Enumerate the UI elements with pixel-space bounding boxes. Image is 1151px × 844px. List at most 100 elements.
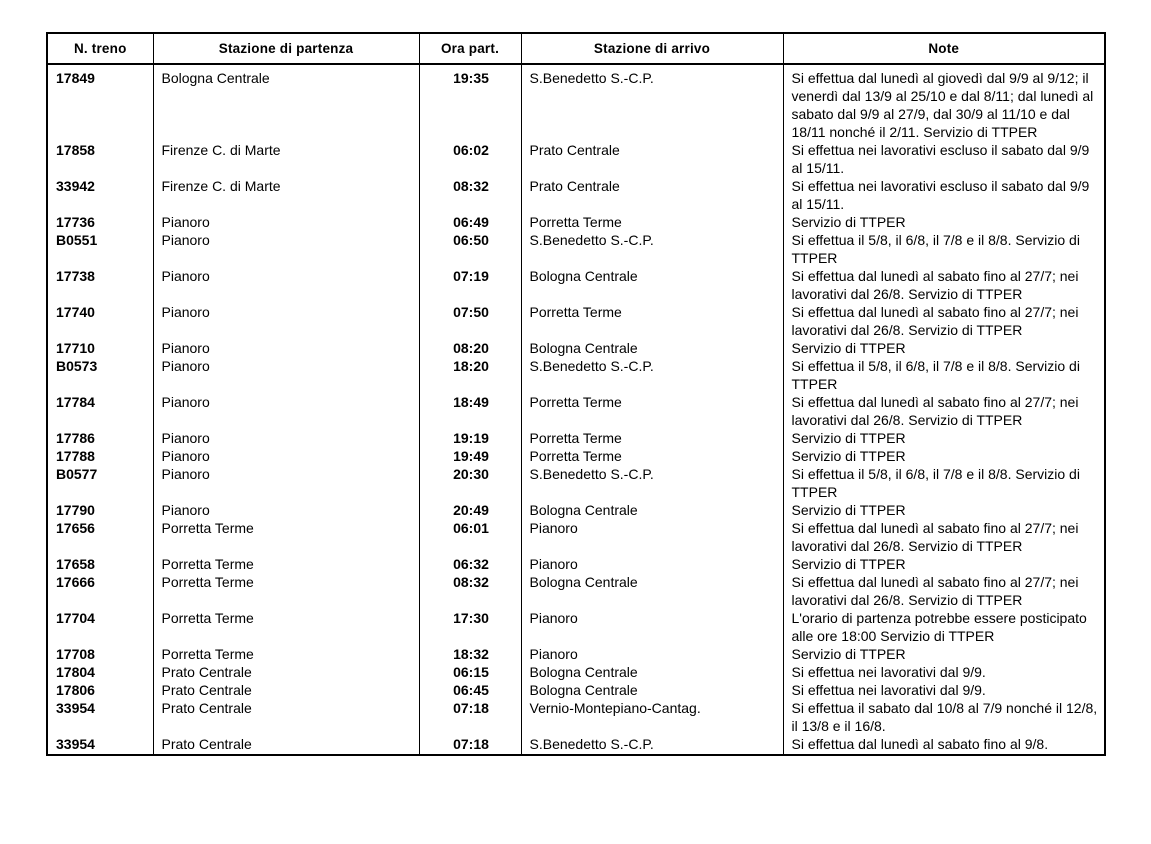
train-schedule-table: N. treno Stazione di partenza Ora part. … xyxy=(46,32,1106,756)
cell-departure-station: Porretta Terme xyxy=(152,555,419,573)
cell-arrival-station: Prato Centrale xyxy=(520,141,783,177)
cell-departure-time: 06:01 xyxy=(418,519,521,555)
table-row: 17738 Pianoro 07:19 Bologna Centrale Si effe… xyxy=(47,267,1105,303)
cell-departure-station: Prato Centrale xyxy=(152,735,419,755)
cell-note: Si effettua dal lunedì al sabato fino al… xyxy=(782,267,1105,303)
cell-arrival-station: Porretta Terme xyxy=(520,447,783,465)
cell-arrival-station: Vernio-Montepiano-Cantag. xyxy=(520,699,783,735)
table-row: 17658 Porretta Terme 06:32 Pianoro Servizio … xyxy=(47,555,1105,573)
cell-departure-time: 06:50 xyxy=(418,231,521,267)
cell-departure-time: 18:49 xyxy=(418,393,521,429)
table-row: 17786 Pianoro 19:19 Porretta Terme Servizio … xyxy=(47,429,1105,447)
cell-note: Si effettua dal lunedì al giovedì dal 9/… xyxy=(782,64,1105,141)
cell-train-number: B0577 xyxy=(56,466,98,482)
cell-train-number: B0573 xyxy=(56,358,98,374)
cell-note: Si effettua dal lunedì al sabato fino al… xyxy=(782,303,1105,339)
cell-train-number: 17658 xyxy=(56,556,95,572)
cell-train-number: 17740 xyxy=(56,304,95,320)
cell-departure-time: 19:35 xyxy=(418,64,521,141)
cell-note: Servizio di TTPER xyxy=(782,429,1105,447)
cell-train-number: 33942 xyxy=(56,178,95,194)
cell-arrival-station: S.Benedetto S.-C.P. xyxy=(520,64,783,141)
cell-train-number: 17708 xyxy=(56,646,95,662)
cell-arrival-station: S.Benedetto S.-C.P. xyxy=(520,465,783,501)
col-header-departure-station: Stazione di partenza xyxy=(152,33,419,65)
cell-train-number: 17736 xyxy=(56,214,95,230)
col-header-arrival-station: Stazione di arrivo xyxy=(520,33,783,65)
cell-arrival-station: Pianoro xyxy=(520,645,783,663)
header-row: N. treno Stazione di partenza Ora part. … xyxy=(47,33,1105,65)
cell-departure-station: Pianoro xyxy=(152,501,419,519)
cell-departure-station: Prato Centrale xyxy=(152,681,419,699)
cell-departure-station: Pianoro xyxy=(152,465,419,501)
cell-train-number: 33954 xyxy=(56,736,95,752)
table-row: B0573 Pianoro 18:20 S.Benedetto S.-C.P. Si e… xyxy=(47,357,1105,393)
cell-note: Si effettua il 5/8, il 6/8, il 7/8 e il … xyxy=(782,465,1105,501)
cell-train-number: 17858 xyxy=(56,142,95,158)
cell-departure-station: Pianoro xyxy=(152,213,419,231)
cell-departure-time: 08:32 xyxy=(418,573,521,609)
table-row: 17804 Prato Centrale 06:15 Bologna Centrale… xyxy=(47,663,1105,681)
cell-departure-station: Porretta Terme xyxy=(152,645,419,663)
cell-train-number: 17804 xyxy=(56,664,95,680)
cell-arrival-station: Bologna Centrale xyxy=(520,681,783,699)
cell-departure-station: Porretta Terme xyxy=(152,609,419,645)
cell-arrival-station: Bologna Centrale xyxy=(520,267,783,303)
cell-departure-station: Bologna Centrale xyxy=(152,64,419,141)
cell-departure-time: 07:18 xyxy=(418,735,521,755)
cell-note: L'orario di partenza potrebbe essere pos… xyxy=(782,609,1105,645)
cell-note: Si effettua nei lavorativi escluso il sa… xyxy=(782,141,1105,177)
table-row: 17806 Prato Centrale 06:45 Bologna Centrale… xyxy=(47,681,1105,699)
cell-arrival-station: Bologna Centrale xyxy=(520,339,783,357)
cell-departure-time: 06:32 xyxy=(418,555,521,573)
table-row: 17790 Pianoro 20:49 Bologna Centrale Servizi… xyxy=(47,501,1105,519)
table-body: 17849 Bologna Centrale 19:35 S.Benedetto S.… xyxy=(47,64,1105,755)
table-row: 17708 Porretta Terme 18:32 Pianoro Servizio … xyxy=(47,645,1105,663)
table-row: 17656 Porretta Terme 06:01 Pianoro Si effett… xyxy=(47,519,1105,555)
col-header-notes: Note xyxy=(782,33,1105,65)
cell-departure-station: Prato Centrale xyxy=(152,663,419,681)
cell-arrival-station: Porretta Terme xyxy=(520,303,783,339)
cell-departure-station: Firenze C. di Marte xyxy=(152,177,419,213)
cell-note: Si effettua il sabato dal 10/8 al 7/9 no… xyxy=(782,699,1105,735)
cell-train-number: B0551 xyxy=(56,232,98,248)
cell-departure-station: Pianoro xyxy=(152,447,419,465)
cell-arrival-station: Porretta Terme xyxy=(520,429,783,447)
table-row: 17740 Pianoro 07:50 Porretta Terme Si effett… xyxy=(47,303,1105,339)
cell-arrival-station: S.Benedetto S.-C.P. xyxy=(520,357,783,393)
cell-arrival-station: Bologna Centrale xyxy=(520,663,783,681)
col-header-departure-time: Ora part. xyxy=(418,33,521,65)
table-row: 33954 Prato Centrale 07:18 S.Benedetto S.-C… xyxy=(47,735,1105,755)
cell-departure-time: 19:49 xyxy=(418,447,521,465)
cell-note: Servizio di TTPER xyxy=(782,213,1105,231)
cell-train-number: 17666 xyxy=(56,574,95,590)
cell-departure-time: 08:32 xyxy=(418,177,521,213)
cell-departure-time: 19:19 xyxy=(418,429,521,447)
cell-departure-station: Pianoro xyxy=(152,393,419,429)
cell-note: Servizio di TTPER xyxy=(782,447,1105,465)
cell-departure-time: 07:18 xyxy=(418,699,521,735)
cell-arrival-station: S.Benedetto S.-C.P. xyxy=(520,735,783,755)
cell-note: Si effettua il 5/8, il 6/8, il 7/8 e il … xyxy=(782,357,1105,393)
cell-departure-time: 17:30 xyxy=(418,609,521,645)
cell-departure-station: Pianoro xyxy=(152,429,419,447)
cell-departure-time: 07:19 xyxy=(418,267,521,303)
table-row: 17784 Pianoro 18:49 Porretta Terme Si effett… xyxy=(47,393,1105,429)
cell-note: Si effettua nei lavorativi dal 9/9. xyxy=(782,663,1105,681)
cell-note: Servizio di TTPER xyxy=(782,501,1105,519)
cell-departure-station: Pianoro xyxy=(152,357,419,393)
cell-train-number: 17788 xyxy=(56,448,95,464)
cell-departure-time: 06:49 xyxy=(418,213,521,231)
cell-train-number: 17710 xyxy=(56,340,95,356)
cell-departure-station: Pianoro xyxy=(152,339,419,357)
cell-note: Si effettua dal lunedì al sabato fino al… xyxy=(782,573,1105,609)
table-row: 33942 Firenze C. di Marte 08:32 Prato Centr… xyxy=(47,177,1105,213)
cell-note: Servizio di TTPER xyxy=(782,339,1105,357)
cell-note: Servizio di TTPER xyxy=(782,555,1105,573)
table-row: B0551 Pianoro 06:50 S.Benedetto S.-C.P. Si e… xyxy=(47,231,1105,267)
cell-train-number: 17786 xyxy=(56,430,95,446)
cell-train-number: 17790 xyxy=(56,502,95,518)
cell-arrival-station: S.Benedetto S.-C.P. xyxy=(520,231,783,267)
cell-train-number: 17849 xyxy=(56,70,95,86)
